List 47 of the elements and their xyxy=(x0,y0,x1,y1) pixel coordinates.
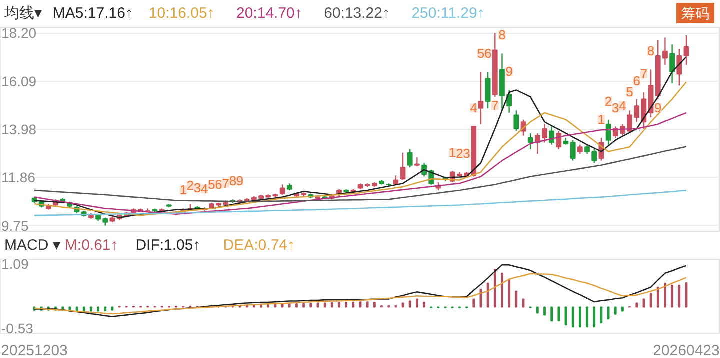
text: 250:11.29↑ xyxy=(412,5,485,22)
text: 1 xyxy=(598,112,606,128)
text: 6 xyxy=(633,73,640,88)
text: 60:13.22↑ xyxy=(324,5,390,22)
y-tick-label: 13.98 xyxy=(2,121,37,138)
text: MACD ▾ xyxy=(4,237,61,254)
text: DEA:0.74↑ xyxy=(223,237,296,254)
text: 3 xyxy=(612,100,620,116)
text: 2 xyxy=(186,178,194,194)
y-tick-label: -0.53 xyxy=(2,320,34,336)
text: 3 xyxy=(194,180,202,196)
text: MA5:17.16↑ xyxy=(52,5,133,22)
text: 均线▾ xyxy=(4,5,42,22)
text: 6 xyxy=(484,46,492,61)
text: 7 xyxy=(492,98,499,114)
text: 筹码 xyxy=(682,6,710,22)
y-tick-label: 9.75 xyxy=(2,218,29,234)
text: 3 xyxy=(463,146,470,162)
text: 4 xyxy=(200,182,208,197)
text: 8 xyxy=(647,44,655,59)
text: DIF:1.05↑ xyxy=(136,237,201,254)
y-tick-label: 18.20 xyxy=(2,25,37,42)
text: 9 xyxy=(236,174,244,189)
text: 1 xyxy=(180,182,187,198)
text: 10:16.05↑ xyxy=(148,5,215,22)
text: 5 xyxy=(477,46,485,61)
text: 2 xyxy=(604,94,612,109)
text: 5 xyxy=(208,177,216,192)
text: 4 xyxy=(470,100,478,116)
x-tick-label: 20251203 xyxy=(1,342,68,358)
text: 9 xyxy=(506,64,513,80)
text: 7 xyxy=(222,176,230,191)
x-tick-label: 20260423 xyxy=(653,342,720,358)
text: 1 xyxy=(449,145,456,160)
text: 5 xyxy=(626,84,634,100)
text: 9 xyxy=(654,100,662,116)
text: 7 xyxy=(640,66,648,82)
text: 8 xyxy=(498,28,506,43)
text: M:0.61↑ xyxy=(64,237,118,254)
y-tick-label: 16.09 xyxy=(2,73,37,90)
y-tick-label: 1.09 xyxy=(2,256,29,272)
text: 2 xyxy=(456,146,464,162)
text: 8 xyxy=(229,174,237,189)
text: 4 xyxy=(619,98,626,114)
text: 6 xyxy=(215,177,222,192)
y-tick-label: 11.86 xyxy=(2,170,36,186)
text: 20:14.70↑ xyxy=(236,5,302,22)
